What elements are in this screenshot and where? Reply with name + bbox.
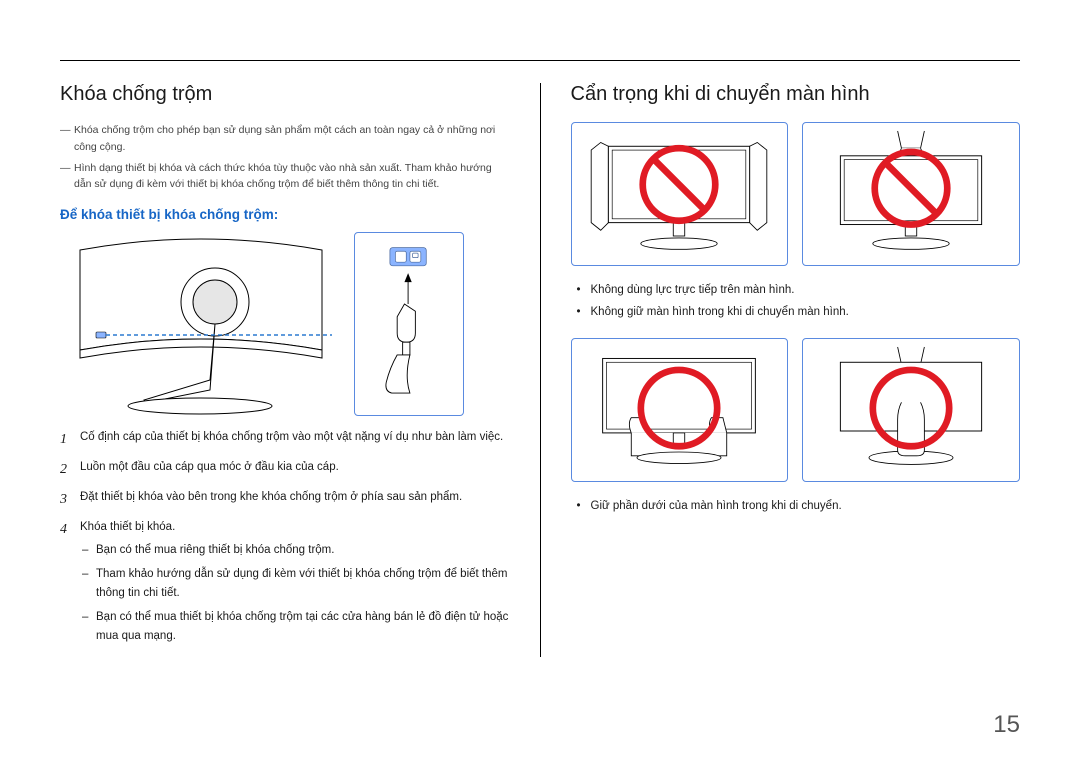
figure-monitor-back: [60, 232, 340, 416]
caution-row-1: [571, 122, 1021, 266]
note-1-text: Khóa chống trộm cho phép bạn sử dụng sản…: [74, 122, 510, 156]
left-subhead: Để khóa thiết bị khóa chống trộm:: [60, 207, 510, 222]
step-3: Đặt thiết bị khóa vào bên trong khe khóa…: [60, 488, 510, 512]
substep-3: Bạn có thể mua thiết bị khóa chống trộm …: [80, 608, 510, 647]
substep-1: Bạn có thể mua riêng thiết bị khóa chống…: [80, 541, 510, 561]
bullet-r1-2: Không giữ màn hình trong khi di chuyển m…: [577, 302, 1021, 324]
panel-hold-bottom-front: [571, 338, 789, 482]
right-column: Cẩn trọng khi di chuyển màn hình: [571, 83, 1021, 657]
left-column: Khóa chống trộm ―Khóa chống trộm cho phé…: [60, 83, 541, 657]
caution-row-2: [571, 338, 1021, 482]
top-rule: [60, 60, 1020, 61]
panel-hold-bottom-side: [802, 338, 1020, 482]
substep-2: Tham khảo hướng dẫn sử dụng đi kèm với t…: [80, 565, 510, 604]
step-4: Khóa thiết bị khóa. Bạn có thể mua riêng…: [60, 518, 510, 651]
bullet-r1-1: Không dùng lực trực tiếp trên màn hình.: [577, 280, 1021, 302]
panel-no-hold-screen: [802, 122, 1020, 266]
left-heading: Khóa chống trộm: [60, 83, 510, 106]
bullets-row-2: Giữ phần dưới của màn hình trong khi di …: [577, 496, 1021, 518]
bullets-row-1: Không dùng lực trực tiếp trên màn hình. …: [577, 280, 1021, 324]
steps-list: Cố định cáp của thiết bị khóa chống trộm…: [60, 428, 510, 651]
panel-no-press-screen: [571, 122, 789, 266]
figure-row: [60, 232, 510, 416]
note-1: ―Khóa chống trộm cho phép bạn sử dụng sả…: [60, 122, 510, 156]
step-2: Luồn một đầu của cáp qua móc ở đầu kia c…: [60, 458, 510, 482]
bullet-r2-1: Giữ phần dưới của màn hình trong khi di …: [577, 496, 1021, 518]
substeps-list: Bạn có thể mua riêng thiết bị khóa chống…: [80, 541, 510, 647]
figure-lock-closeup: [354, 232, 464, 416]
right-heading: Cẩn trọng khi di chuyển màn hình: [571, 83, 1021, 106]
step-1: Cố định cáp của thiết bị khóa chống trộm…: [60, 428, 510, 452]
note-2: ―Hình dạng thiết bị khóa và cách thức kh…: [60, 160, 510, 194]
page-number: 15: [993, 711, 1020, 739]
note-2-text: Hình dạng thiết bị khóa và cách thức khó…: [74, 160, 510, 194]
